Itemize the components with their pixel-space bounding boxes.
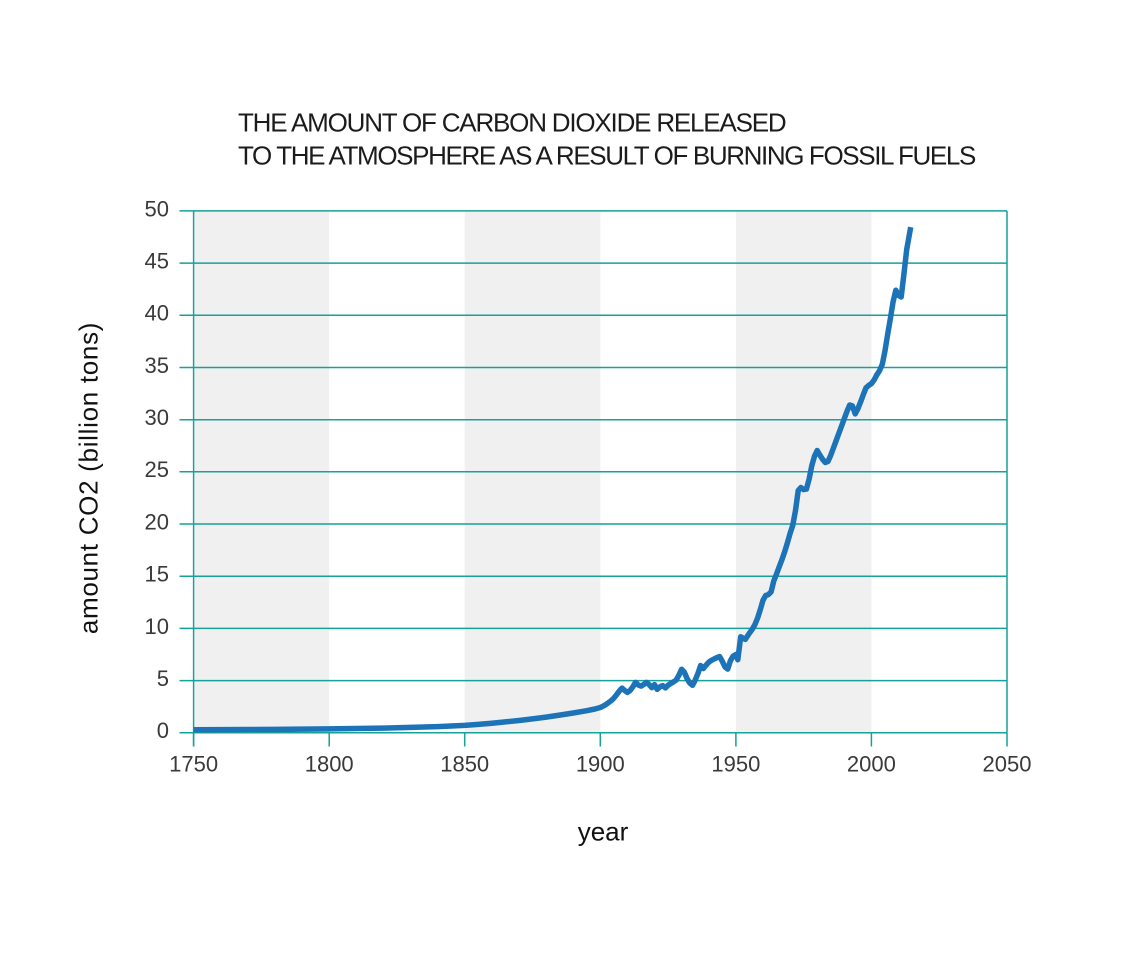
- svg-text:10: 10: [145, 614, 169, 639]
- svg-text:1950: 1950: [711, 752, 760, 777]
- svg-text:30: 30: [145, 405, 169, 430]
- svg-text:25: 25: [145, 457, 169, 482]
- svg-text:40: 40: [145, 301, 169, 326]
- svg-text:0: 0: [157, 718, 169, 743]
- svg-text:1900: 1900: [576, 752, 625, 777]
- svg-text:20: 20: [145, 509, 169, 534]
- svg-text:amount CO2 (billion tons): amount CO2 (billion tons): [74, 322, 104, 634]
- svg-text:35: 35: [145, 353, 169, 378]
- svg-text:45: 45: [145, 249, 169, 274]
- svg-text:2000: 2000: [847, 752, 896, 777]
- svg-text:50: 50: [145, 196, 169, 221]
- svg-text:15: 15: [145, 562, 169, 587]
- svg-text:THE AMOUNT OF CARBON DIOXIDE R: THE AMOUNT OF CARBON DIOXIDE RELEASED: [238, 108, 786, 138]
- svg-text:5: 5: [157, 666, 169, 691]
- svg-text:1800: 1800: [305, 752, 354, 777]
- svg-text:1750: 1750: [169, 752, 218, 777]
- svg-text:year: year: [578, 817, 629, 847]
- svg-text:2050: 2050: [983, 752, 1032, 777]
- svg-text:TO THE ATMOSPHERE AS A RESULT: TO THE ATMOSPHERE AS A RESULT OF BURNING…: [238, 141, 976, 171]
- svg-text:1850: 1850: [440, 752, 489, 777]
